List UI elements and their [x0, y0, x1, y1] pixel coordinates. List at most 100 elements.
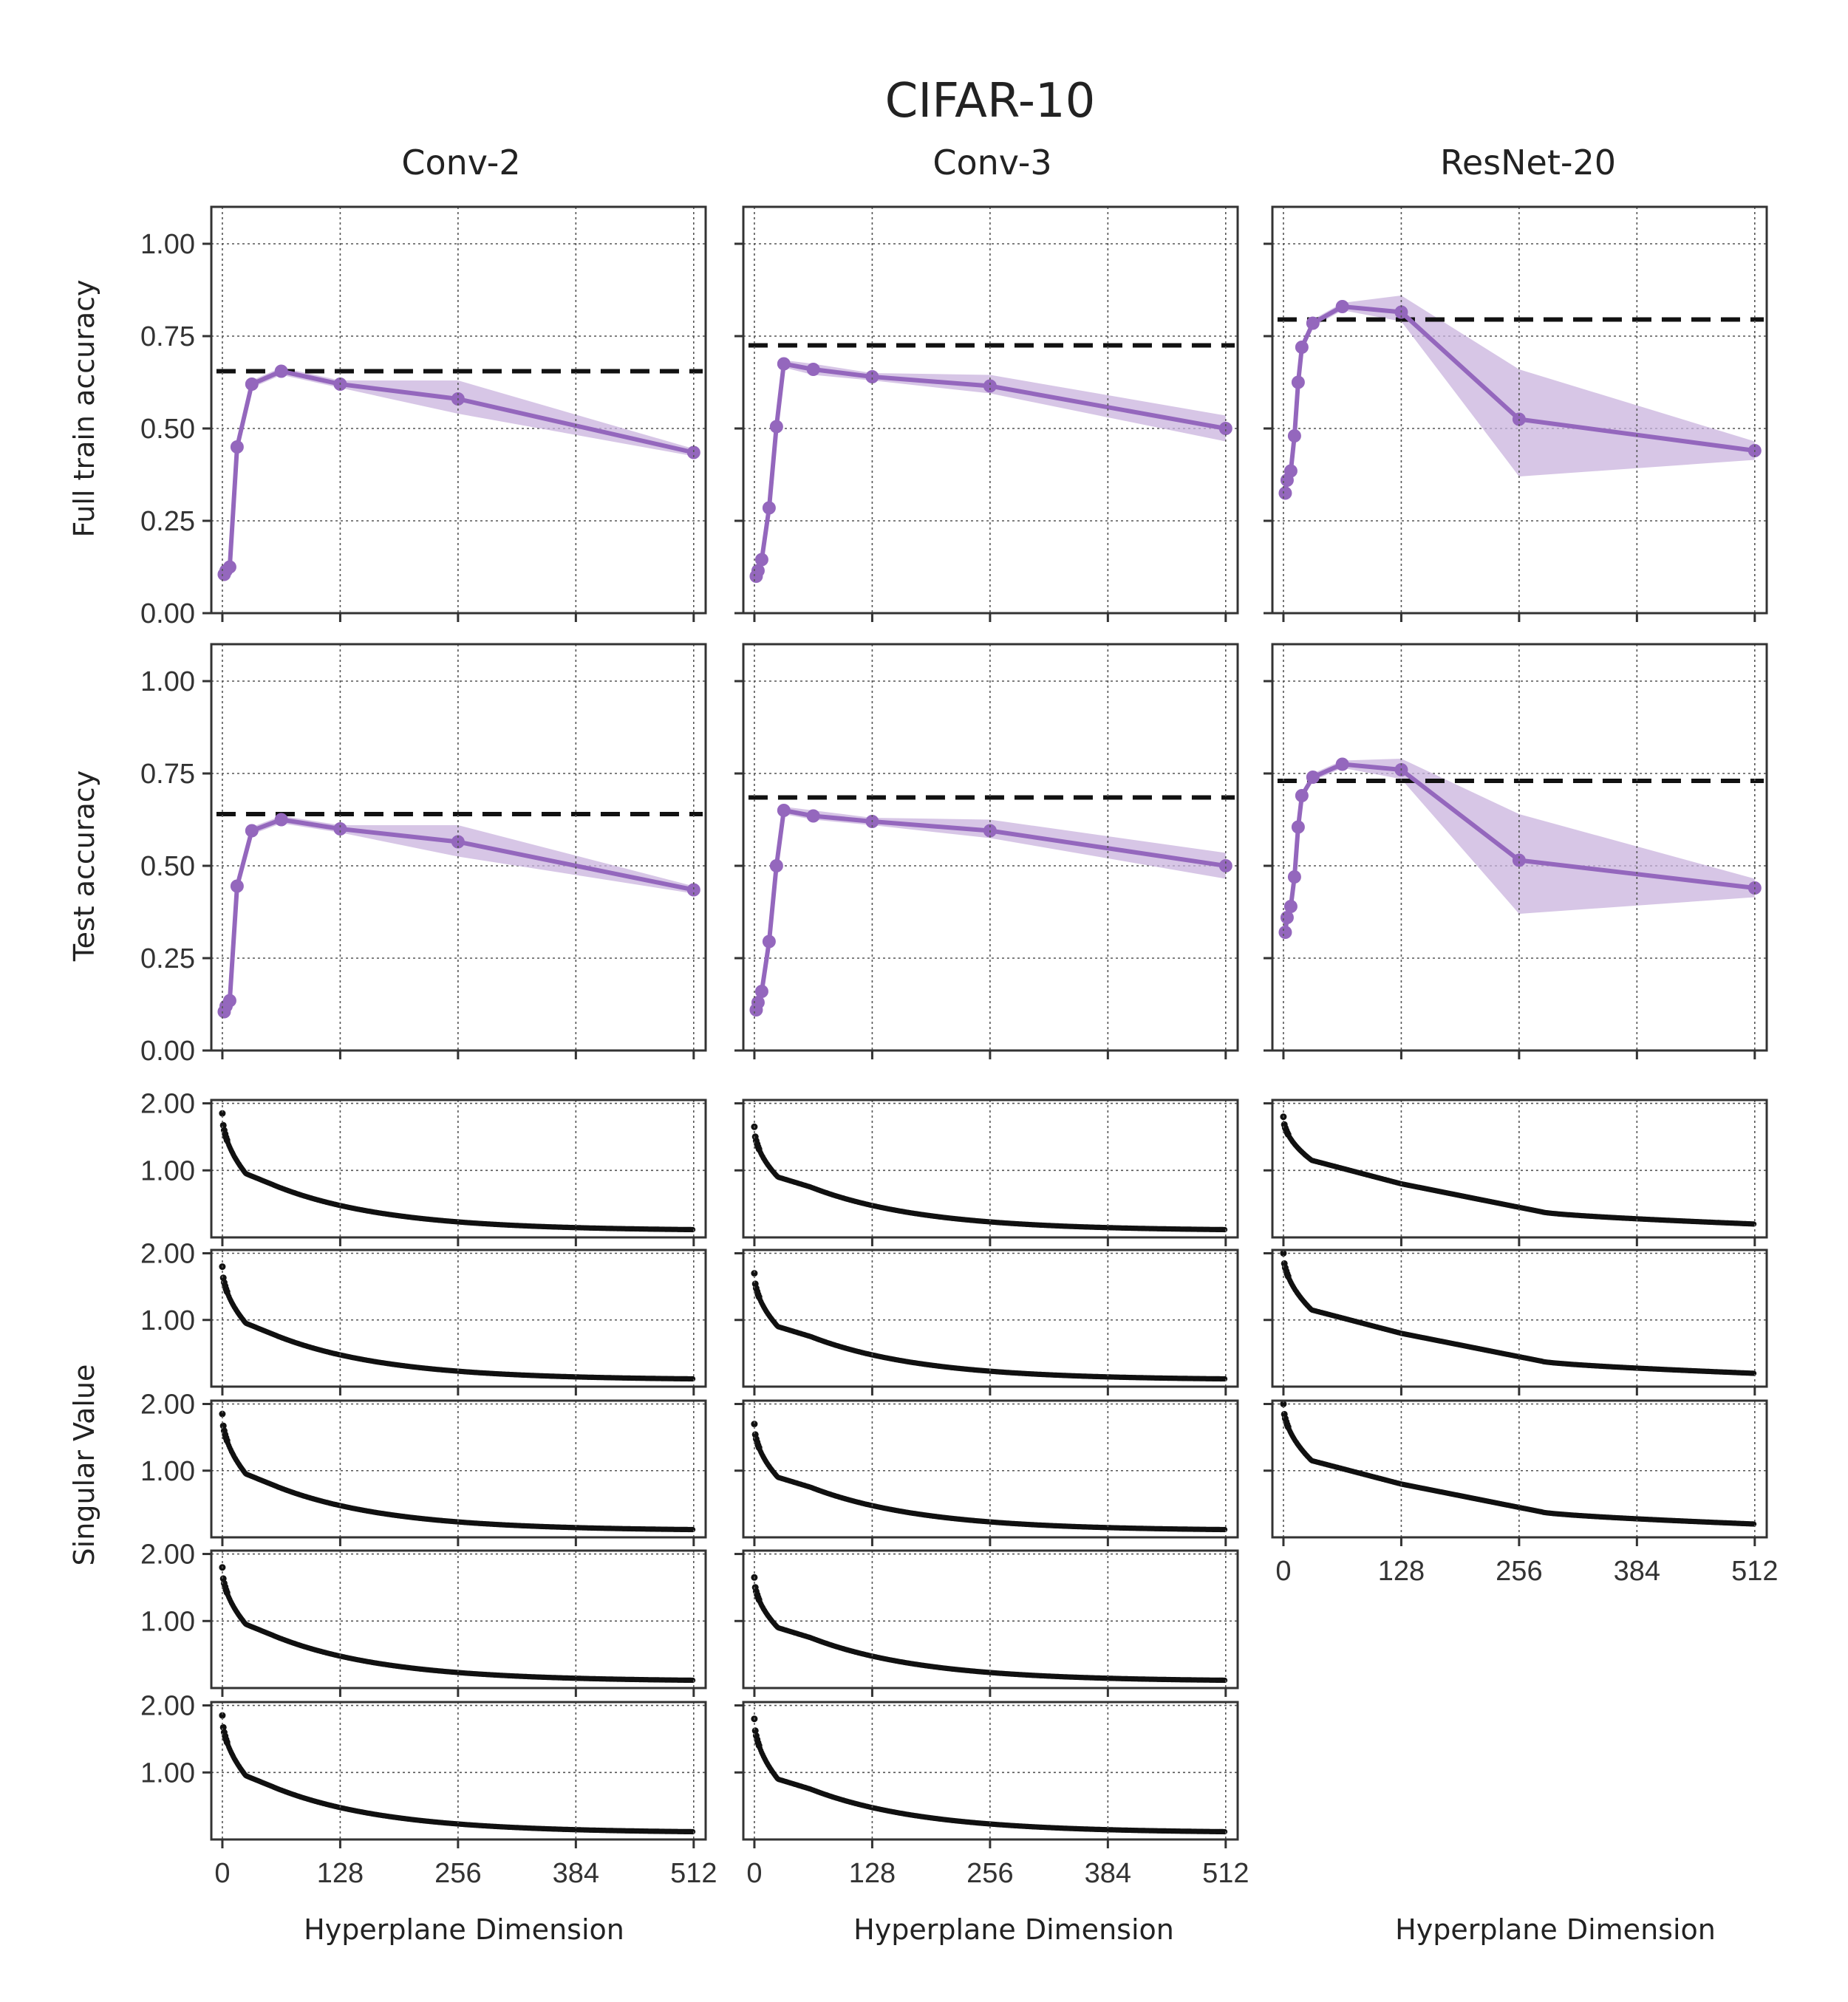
- test-conv2-ytick-label-1: 0.25: [140, 943, 195, 974]
- sv-conv3-4-panel: [734, 1553, 1238, 1684]
- train-conv3-point-4: [769, 420, 783, 434]
- column-title-resnet20: ResNet-20: [1440, 143, 1616, 182]
- test-conv2-point-4: [245, 824, 259, 838]
- test-resnet20-point-7: [1335, 757, 1349, 771]
- sv-conv2-3-panel: 1.00 2.00: [140, 1390, 706, 1533]
- sv-conv2-3-sv-point-0: [219, 1410, 226, 1418]
- train-resnet20-point-0: [1278, 486, 1292, 500]
- test-conv2-ytick-label-4: 1.00: [140, 666, 195, 697]
- test-conv3-x-axis: [753, 644, 1227, 1059]
- train-conv2-point-2: [222, 560, 236, 574]
- test-resnet20-point-4: [1291, 820, 1305, 834]
- train-conv2-ytick-label-0: 0.00: [140, 598, 195, 629]
- test-resnet20-point-5: [1295, 789, 1309, 802]
- train-resnet20-point-6: [1306, 316, 1320, 330]
- train-resnet20-point-4: [1291, 375, 1305, 389]
- train-conv2-ytick-label-1: 0.25: [140, 506, 195, 537]
- train-conv2-ytick-label-2: 0.50: [140, 414, 195, 445]
- sv-conv2-4-ytick-label-1: 2.00: [140, 1540, 195, 1571]
- test-resnet20-frame: [1271, 643, 1768, 1052]
- train-conv2-x-axis: [221, 207, 695, 622]
- test-conv3-frame: [742, 643, 1239, 1052]
- sv-conv2-5-xtick-label-0: 0: [214, 1858, 230, 1889]
- sv-conv2-5-ytick-label-0: 1.00: [140, 1757, 195, 1789]
- sv-conv3-2-panel: [734, 1252, 1238, 1382]
- test-resnet20-point-3: [1287, 870, 1301, 884]
- sv-conv2-5-xtick-label-2: 256: [434, 1858, 481, 1889]
- sv-conv2-2-panel: 1.002.00: [140, 1239, 706, 1382]
- sv-conv3-3-scatter: [751, 1421, 1228, 1533]
- train-conv3-point-7: [865, 370, 879, 383]
- test-conv2-ytick-label-3: 0.75: [140, 759, 195, 790]
- train-resnet20-x-axis: [1282, 207, 1756, 622]
- test-conv3-error-band: [756, 807, 1226, 1012]
- train-resnet20-panel: [1264, 242, 1767, 615]
- test-conv2-point-2: [222, 994, 236, 1008]
- sv-conv2-1-sv-point-1: [219, 1121, 227, 1129]
- train-conv2-panel: 0.000.250.500.751.00: [140, 229, 706, 629]
- test-conv2-ytick-label-0: 0.00: [140, 1036, 195, 1067]
- train-resnet20-error-band: [1285, 295, 1755, 497]
- sv-conv2-1-x-axis: [221, 1100, 695, 1246]
- train-conv2-point-3: [230, 440, 244, 454]
- ylabel-train-accuracy: Full train accuracy: [68, 279, 100, 537]
- test-conv3-point-4: [769, 859, 783, 872]
- train-conv2-frame: [210, 205, 707, 615]
- sv-conv2-3-ytick-label-1: 2.00: [140, 1390, 195, 1421]
- test-resnet20-point-2: [1283, 900, 1298, 913]
- test-resnet20-point-9: [1512, 853, 1526, 867]
- sv-conv2-2-x-axis: [221, 1250, 695, 1395]
- train-conv3-series-line: [754, 361, 1227, 577]
- train-conv3-point-9: [1218, 422, 1232, 435]
- test-resnet20-point-0: [1278, 926, 1292, 939]
- sv-conv3-1-scatter: [751, 1123, 1228, 1233]
- sv-conv2-1-ytick-label-1: 2.00: [140, 1089, 195, 1120]
- sv-conv3-2-scatter: [751, 1270, 1228, 1382]
- test-resnet20-point-6: [1306, 771, 1320, 784]
- test-conv2-point-3: [230, 879, 244, 893]
- sv-conv2-1-sv-point-0: [219, 1110, 226, 1117]
- xlabel-conv2: Hyperplane Dimension: [304, 1913, 624, 1946]
- sv-conv2-2-scatter: [219, 1263, 696, 1382]
- test-conv2-frame: [210, 643, 707, 1052]
- sv-conv3-3-sv-point-511: [1222, 1526, 1228, 1533]
- sv-conv2-1-scatter: [219, 1110, 696, 1233]
- train-conv2-point-5: [274, 364, 288, 378]
- test-conv2-panel: 0.000.250.500.751.00: [140, 666, 706, 1067]
- sv-conv2-5-scatter: [219, 1712, 696, 1835]
- sv-conv3-1-sv-point-511: [1222, 1226, 1228, 1233]
- sv-conv2-1-panel: 1.00 2.00: [140, 1089, 706, 1233]
- test-conv3-point-9: [1218, 859, 1232, 872]
- train-conv3-panel: [734, 242, 1238, 615]
- sv-conv2-2-sv-point-511: [690, 1376, 696, 1382]
- panels: 0.000.250.500.751.000.000.250.500.751.00…: [140, 205, 1779, 1889]
- sv-conv2-4-scatter: [219, 1564, 696, 1684]
- sv-conv2-3-sv-point-1: [219, 1422, 227, 1429]
- train-conv2-point-4: [245, 377, 259, 391]
- train-conv3-point-6: [806, 363, 820, 376]
- sv-conv2-2-ytick-label-1: 2.00: [140, 1239, 195, 1270]
- test-resnet20-panel: [1264, 680, 1767, 1052]
- train-resnet20-point-5: [1295, 341, 1309, 354]
- train-resnet20-point-3: [1287, 429, 1301, 443]
- sv-conv2-3-scatter: [219, 1410, 696, 1533]
- sv-conv2-1-ytick-label-0: 1.00: [140, 1155, 195, 1186]
- test-conv2-point-6: [333, 822, 347, 836]
- sv-conv2-1-sv-point-511: [690, 1226, 696, 1233]
- xlabel-conv3: Hyperplane Dimension: [853, 1913, 1174, 1946]
- xlabel-resnet20: Hyperplane Dimension: [1395, 1913, 1716, 1946]
- ylabel-singular-value: Singular Value: [68, 1364, 100, 1566]
- train-conv3-x-axis: [753, 207, 1227, 622]
- ylabel-test-accuracy: Test accuracy: [68, 771, 100, 962]
- train-conv3-point-8: [983, 379, 997, 393]
- sv-conv3-4-scatter: [751, 1574, 1228, 1684]
- sv-conv2-5-xtick-label-3: 384: [553, 1858, 599, 1889]
- test-conv2-point-5: [274, 813, 288, 827]
- sv-conv2-4-ytick-label-0: 1.00: [140, 1606, 195, 1637]
- train-conv3-point-2: [754, 553, 768, 567]
- sv-conv2-2-frame: [210, 1248, 707, 1388]
- sv-conv3-1-panel: [734, 1102, 1238, 1233]
- sv-conv2-4-panel: 1.00 2.00: [140, 1540, 706, 1684]
- train-conv2-ytick-label-3: 0.75: [140, 321, 195, 352]
- sv-conv2-3-ytick-label-0: 1.00: [140, 1456, 195, 1487]
